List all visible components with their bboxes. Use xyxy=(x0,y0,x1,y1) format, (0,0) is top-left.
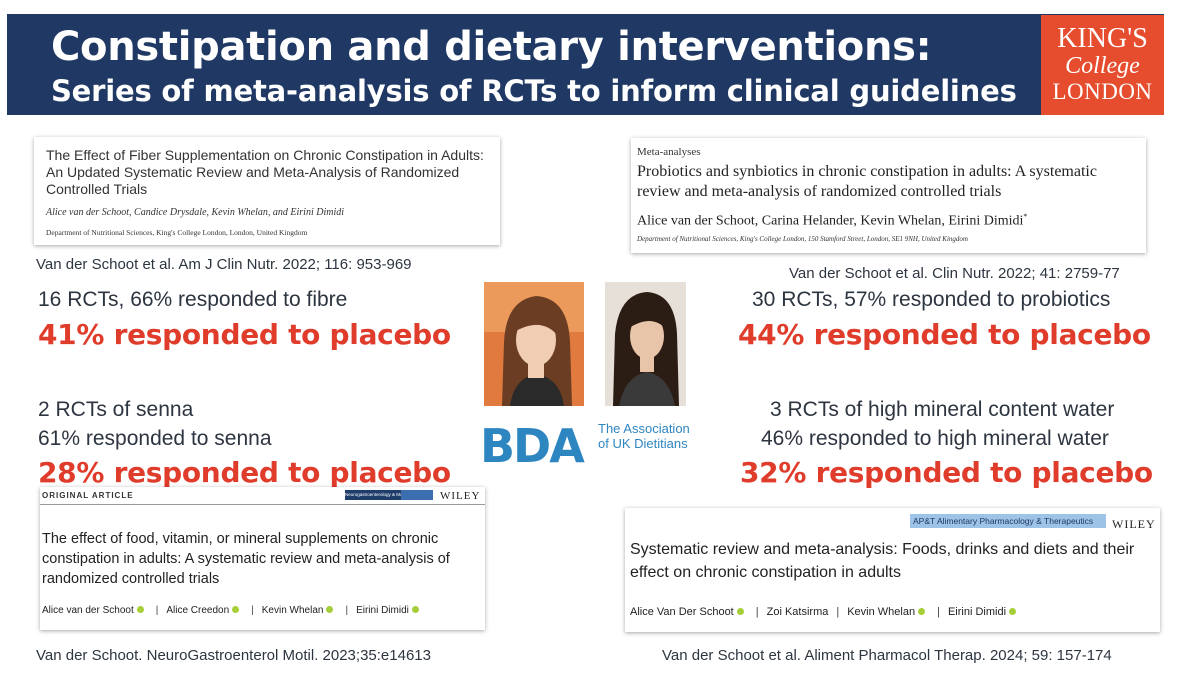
orcid-icon xyxy=(232,606,240,613)
author-separator: | xyxy=(345,605,349,616)
portrait-illustration-1 xyxy=(484,282,584,406)
author-separator: | xyxy=(836,606,840,618)
paper-authors: Alice Van Der Schoot | Zoi Katsirma | Kevin … xyxy=(630,606,1020,618)
citation-probiotics: Van der Schoot et al. Clin Nutr. 2022; 4… xyxy=(789,265,1120,282)
logo-line-2: College xyxy=(1065,53,1140,79)
paper-card-food-supplements: ORIGINAL ARTICLE Neurogastroenterology &… xyxy=(40,487,485,630)
kings-college-london-logo: KING'S College LONDON xyxy=(1041,15,1164,115)
finding-probiotics-placebo: 44% responded to placebo xyxy=(738,318,1151,351)
finding-fibre-placebo: 41% responded to placebo xyxy=(38,318,451,351)
header-banner: Constipation and dietary interventions: … xyxy=(7,14,1164,115)
paper-title: Systematic review and meta-analysis: Foo… xyxy=(630,541,1135,581)
author-photo-2 xyxy=(605,282,686,406)
journal-badge: Neurogastroenterology & Motility xyxy=(345,490,401,500)
bda-logo-text: BDA xyxy=(480,419,585,470)
author-name: Eirini Dimidi xyxy=(356,605,409,616)
header-divider xyxy=(40,504,485,505)
author-separator: | xyxy=(937,606,940,618)
portrait-illustration-2 xyxy=(605,282,686,406)
slide-title: Constipation and dietary interventions: xyxy=(51,24,932,70)
author-name: Kevin Whelan xyxy=(847,606,916,618)
author-photo-1 xyxy=(484,282,584,406)
orcid-icon xyxy=(326,606,334,613)
bda-tagline: The Association of UK Dietitians xyxy=(598,421,690,451)
paper-authors: Alice van der Schoot | Alice Creedon | Kevin… xyxy=(42,605,423,616)
paper-department: Department of Nutritional Sciences, King… xyxy=(46,228,308,237)
orcid-icon xyxy=(1009,608,1017,615)
paper-authors: Alice van der Schoot, Candice Drysdale, … xyxy=(46,207,344,218)
orcid-icon xyxy=(736,608,744,615)
slide-subtitle: Series of meta-analysis of RCTs to infor… xyxy=(51,74,1017,108)
paper-section-label: ORIGINAL ARTICLE xyxy=(42,491,134,500)
author-name: Alice Van Der Schoot xyxy=(630,606,734,618)
finding-senna-rcts: 2 RCTs of senna xyxy=(38,398,194,421)
orcid-icon xyxy=(136,606,144,613)
paper-card-probiotics: Meta-analyses Probiotics and synbiotics … xyxy=(631,138,1146,253)
publisher-logo: WILEY xyxy=(1112,517,1156,531)
author-name: Alice Creedon xyxy=(166,605,230,616)
citation-food-supplements: Van der Schoot. NeuroGastroenterol Motil… xyxy=(36,647,431,664)
finding-senna-response: 61% responded to senna xyxy=(38,427,272,450)
paper-department: Department of Nutritional Sciences, King… xyxy=(637,235,968,243)
finding-senna-placebo: 28% responded to placebo xyxy=(38,456,451,489)
bda-tagline-line-1: The Association xyxy=(598,421,690,436)
author-separator: | xyxy=(251,605,254,616)
paper-section-label: Meta-analyses xyxy=(637,146,701,158)
finding-fibre-rcts: 16 RCTs, 66% responded to fibre xyxy=(38,288,348,311)
finding-water-rcts: 3 RCTs of high mineral content water xyxy=(770,398,1115,421)
paper-card-foods-drinks-diets: AP&T Alimentary Pharmacology & Therapeut… xyxy=(625,508,1160,632)
paper-card-fibre: The Effect of Fiber Supplementation on C… xyxy=(34,137,500,245)
author-name: Zoi Katsirma xyxy=(766,606,829,618)
author-name: Eirini Dimidi xyxy=(947,606,1007,618)
publisher-logo: WILEY xyxy=(440,490,481,502)
finding-water-placebo: 32% responded to placebo xyxy=(740,456,1153,489)
paper-title: The Effect of Fiber Supplementation on C… xyxy=(46,147,484,197)
finding-probiotics-rcts: 30 RCTs, 57% responded to probiotics xyxy=(752,288,1111,311)
author-separator: | xyxy=(155,605,159,616)
paper-authors-text: Alice van der Schoot, Carina Helander, K… xyxy=(637,213,1024,229)
paper-authors: Alice van der Schoot, Carina Helander, K… xyxy=(637,212,1027,230)
author-separator: | xyxy=(755,606,759,618)
citation-foods-drinks-diets: Van der Schoot et al. Aliment Pharmacol … xyxy=(662,647,1112,664)
bda-logo: BDA xyxy=(480,419,587,470)
author-name: Alice van der Schoot xyxy=(42,605,134,616)
journal-badge-graphic xyxy=(401,490,433,500)
logo-line-1: KING'S xyxy=(1057,23,1148,54)
paper-title: Probiotics and synbiotics in chronic con… xyxy=(637,163,1097,200)
logo-line-3: LONDON xyxy=(1052,79,1153,104)
orcid-icon xyxy=(918,608,926,615)
bda-tagline-line-2: of UK Dietitians xyxy=(598,436,688,451)
citation-fibre: Van der Schoot et al. Am J Clin Nutr. 20… xyxy=(36,256,412,273)
orcid-icon xyxy=(411,606,419,613)
author-name: Kevin Whelan xyxy=(261,605,324,616)
finding-water-response: 46% responded to high mineral water xyxy=(761,427,1109,450)
author-mark: * xyxy=(1023,212,1028,221)
paper-title: The effect of food, vitamin, or mineral … xyxy=(42,531,450,587)
journal-badge: AP&T Alimentary Pharmacology & Therapeut… xyxy=(910,514,1106,528)
